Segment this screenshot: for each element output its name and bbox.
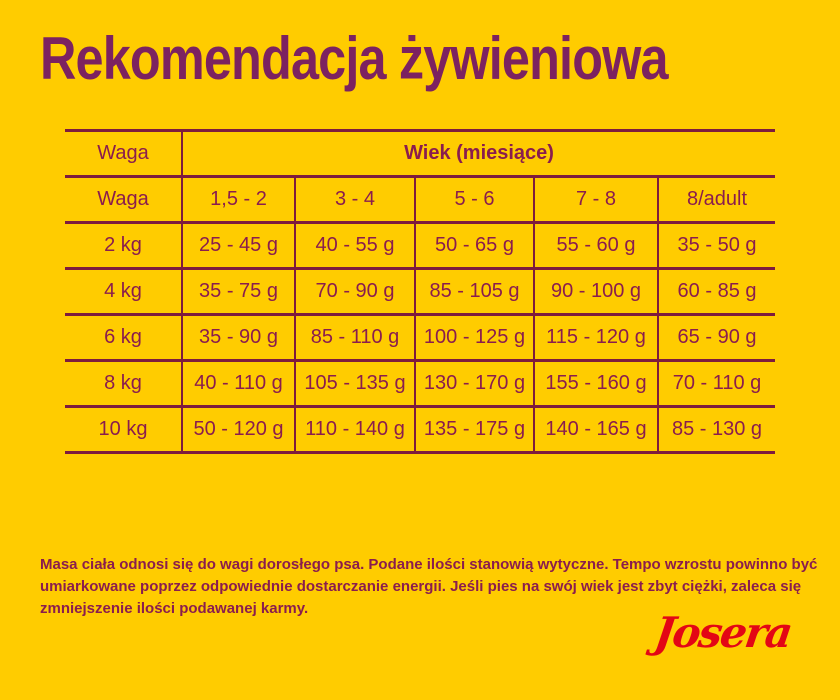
table-corner-header: Waga [97,142,149,164]
column-header-age-4: 7 - 8 [533,176,658,223]
cell-amount: 130 - 170 g [414,360,534,407]
row-weight: 2 kg [104,234,142,256]
cell-amount: 40 - 55 g [294,222,415,269]
cell-amount: 60 - 85 g [656,268,776,315]
cell-amount: 155 - 160 g [533,360,658,407]
cell-amount: 35 - 50 g [656,222,776,269]
table-row: 8 kg 40 - 110 g 105 - 135 g 130 - 170 g … [65,360,776,407]
row-weight: 4 kg [104,280,142,302]
row-weight: 10 kg [98,418,148,440]
table-age-group-header: Wiek (miesiące) [180,130,776,177]
cell-amount: 35 - 90 g [181,314,295,361]
cell-amount: 70 - 90 g [294,268,415,315]
feeding-recommendation-table: Waga Wiek (miesiące) Waga 1,5 - 2 3 - 4 … [65,129,776,454]
cell-amount: 85 - 130 g [656,406,776,453]
footnote-line: zmniejszenie ilości podawanej karmy. [40,600,309,617]
column-header-age-1: 1,5 - 2 [181,176,295,223]
cell-amount: 115 - 120 g [533,314,658,361]
cell-amount: 50 - 65 g [414,222,534,269]
footnote-line: Masa ciała odnosi się do wagi dorosłego … [40,556,818,573]
cell-amount: 40 - 110 g [181,360,295,407]
cell-amount: 105 - 135 g [294,360,415,407]
cell-amount: 85 - 110 g [294,314,415,361]
column-header-waga: Waga [97,188,149,210]
cell-amount: 85 - 105 g [414,268,534,315]
row-weight: 8 kg [104,372,142,394]
cell-amount: 50 - 120 g [181,406,295,453]
column-header-age-5: 8/adult [656,176,776,223]
footnote: Masa ciała odnosi się do wagi dorosłego … [40,554,817,620]
cell-amount: 55 - 60 g [533,222,658,269]
table-row: 4 kg 35 - 75 g 70 - 90 g 85 - 105 g 90 -… [65,268,776,315]
josera-logo: Josera [651,608,795,657]
page-title: Rekomendacja żywieniowa [40,25,669,92]
cell-amount: 65 - 90 g [656,314,776,361]
footnote-line: umiarkowane poprzez odpowiednie dostarcz… [40,578,802,595]
table-header-group-row: Waga Wiek (miesiące) [65,130,776,177]
cell-amount: 70 - 110 g [656,360,776,407]
cell-amount: 135 - 175 g [414,406,534,453]
table-row: 2 kg 25 - 45 g 40 - 55 g 50 - 65 g 55 - … [65,222,776,269]
cell-amount: 110 - 140 g [294,406,415,453]
column-header-age-2: 3 - 4 [294,176,415,223]
table-row: 6 kg 35 - 90 g 85 - 110 g 100 - 125 g 11… [65,314,776,361]
cell-amount: 100 - 125 g [414,314,534,361]
table-row: 10 kg 50 - 120 g 110 - 140 g 135 - 175 g… [65,406,776,453]
column-header-age-3: 5 - 6 [414,176,534,223]
cell-amount: 35 - 75 g [181,268,295,315]
row-weight: 6 kg [104,326,142,348]
table-column-header-row: Waga 1,5 - 2 3 - 4 5 - 6 7 - 8 8/adult [65,176,776,223]
cell-amount: 140 - 165 g [533,406,658,453]
cell-amount: 25 - 45 g [181,222,295,269]
cell-amount: 90 - 100 g [533,268,658,315]
